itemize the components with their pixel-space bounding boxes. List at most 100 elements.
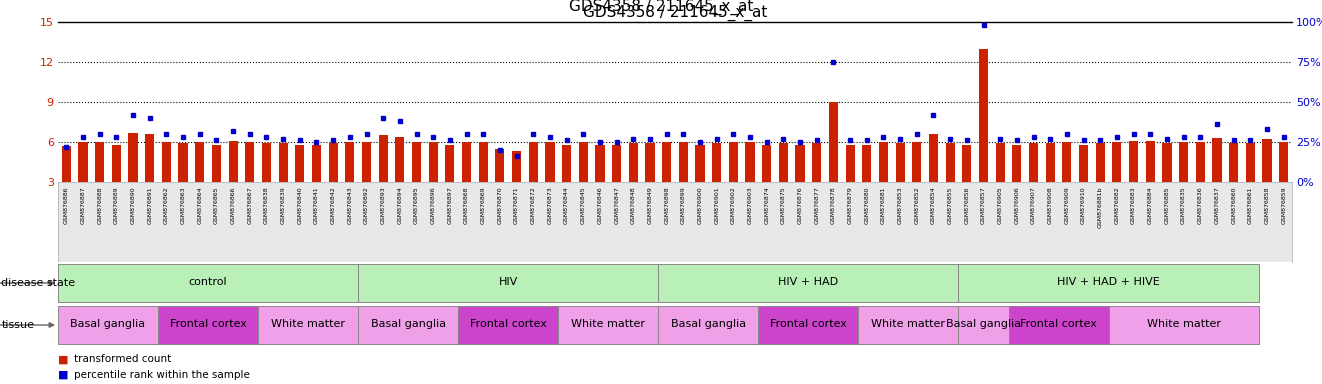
Text: Frontal cortex: Frontal cortex	[769, 319, 847, 329]
Text: Basal ganglia: Basal ganglia	[947, 319, 1021, 329]
Bar	[958, 264, 1259, 302]
Text: GSM876844: GSM876844	[564, 186, 568, 224]
Text: GDS4358 / 211645_x_at: GDS4358 / 211645_x_at	[568, 0, 754, 15]
Text: GSM876857: GSM876857	[981, 186, 986, 223]
Bar	[1179, 142, 1188, 182]
Text: GSM876856: GSM876856	[964, 186, 969, 223]
Text: GSM876843: GSM876843	[348, 186, 353, 224]
Bar	[1029, 143, 1038, 182]
Text: GSM876878: GSM876878	[832, 186, 836, 223]
Bar	[145, 134, 155, 182]
Text: HIV + HAD: HIV + HAD	[779, 277, 838, 287]
Bar	[895, 143, 904, 182]
Text: GSM876875: GSM876875	[781, 186, 785, 223]
Bar	[446, 145, 455, 182]
Text: GSM876835: GSM876835	[1181, 186, 1186, 223]
Text: GSM876893: GSM876893	[381, 186, 386, 224]
Text: GSM876838: GSM876838	[264, 186, 268, 223]
Text: GSM876881b: GSM876881b	[1097, 186, 1103, 227]
Text: GSM876909: GSM876909	[1064, 186, 1069, 224]
Text: GSM876870: GSM876870	[497, 186, 502, 223]
Text: GSM876877: GSM876877	[814, 186, 820, 224]
Text: GSM876840: GSM876840	[297, 186, 303, 223]
Bar	[695, 145, 705, 182]
Text: GSM876884: GSM876884	[1147, 186, 1153, 223]
Title: GDS4358 / 211645_x_at: GDS4358 / 211645_x_at	[583, 5, 767, 21]
Text: GSM876853: GSM876853	[898, 186, 903, 223]
Bar	[1129, 141, 1138, 182]
Bar	[496, 149, 505, 182]
Bar	[461, 142, 471, 182]
Text: GSM876905: GSM876905	[998, 186, 1002, 223]
Bar	[312, 145, 321, 182]
Bar	[395, 137, 405, 182]
Text: GSM876873: GSM876873	[547, 186, 553, 224]
Text: GSM876855: GSM876855	[948, 186, 953, 223]
Text: GSM876871: GSM876871	[514, 186, 520, 223]
Bar	[1212, 138, 1222, 182]
Text: GSM876896: GSM876896	[431, 186, 436, 223]
Bar	[295, 145, 304, 182]
Text: GSM876839: GSM876839	[280, 186, 286, 224]
Bar	[1229, 143, 1239, 182]
Bar	[879, 142, 888, 182]
Bar	[829, 102, 838, 182]
Bar	[746, 142, 755, 182]
Text: GSM876846: GSM876846	[598, 186, 603, 223]
Text: GSM876889: GSM876889	[114, 186, 119, 223]
Text: ■: ■	[58, 369, 69, 379]
Bar	[329, 143, 337, 182]
Bar	[1109, 306, 1259, 344]
Text: GSM876852: GSM876852	[915, 186, 919, 223]
Bar	[846, 145, 855, 182]
Bar	[1280, 142, 1288, 182]
Bar	[1013, 145, 1022, 182]
Bar	[178, 143, 188, 182]
Bar	[529, 142, 538, 182]
Bar	[558, 306, 658, 344]
Text: GSM876900: GSM876900	[698, 186, 702, 223]
Text: GSM876863: GSM876863	[181, 186, 185, 223]
Bar	[1046, 143, 1055, 182]
Bar	[58, 306, 159, 344]
Bar	[258, 306, 358, 344]
Bar	[1063, 142, 1071, 182]
Text: tissue: tissue	[1, 320, 34, 330]
Text: GSM876837: GSM876837	[1215, 186, 1219, 224]
Text: GSM876868: GSM876868	[464, 186, 469, 223]
Bar	[279, 143, 288, 182]
Text: percentile rank within the sample: percentile rank within the sample	[74, 369, 250, 379]
Bar	[958, 306, 1009, 344]
Bar	[759, 306, 858, 344]
Text: GSM876858: GSM876858	[1264, 186, 1269, 223]
Bar	[678, 142, 687, 182]
Bar	[159, 306, 258, 344]
Text: disease state: disease state	[1, 278, 75, 288]
Text: GSM876872: GSM876872	[530, 186, 535, 224]
Text: GSM876888: GSM876888	[98, 186, 102, 223]
Text: GSM876876: GSM876876	[797, 186, 802, 223]
Bar	[858, 306, 958, 344]
Text: GSM876903: GSM876903	[747, 186, 752, 224]
Text: transformed count: transformed count	[74, 354, 171, 364]
Bar	[713, 143, 722, 182]
Bar	[1195, 142, 1204, 182]
Bar	[161, 142, 171, 182]
Bar	[779, 143, 788, 182]
Text: GSM876892: GSM876892	[364, 186, 369, 224]
Text: Frontal cortex: Frontal cortex	[469, 319, 547, 329]
Text: GSM876901: GSM876901	[714, 186, 719, 223]
Text: GSM876883: GSM876883	[1132, 186, 1136, 223]
Text: Basal ganglia: Basal ganglia	[670, 319, 746, 329]
Text: ■: ■	[58, 354, 69, 364]
Bar	[196, 142, 205, 182]
Bar	[512, 151, 521, 182]
Bar	[362, 142, 371, 182]
Text: GSM876879: GSM876879	[847, 186, 853, 224]
Text: GSM876890: GSM876890	[131, 186, 136, 223]
Text: HIV + HAD + HIVE: HIV + HAD + HIVE	[1058, 277, 1159, 287]
Text: GSM876887: GSM876887	[81, 186, 86, 223]
Text: GSM876854: GSM876854	[931, 186, 936, 223]
Text: GSM876882: GSM876882	[1114, 186, 1120, 223]
Bar	[546, 142, 554, 182]
